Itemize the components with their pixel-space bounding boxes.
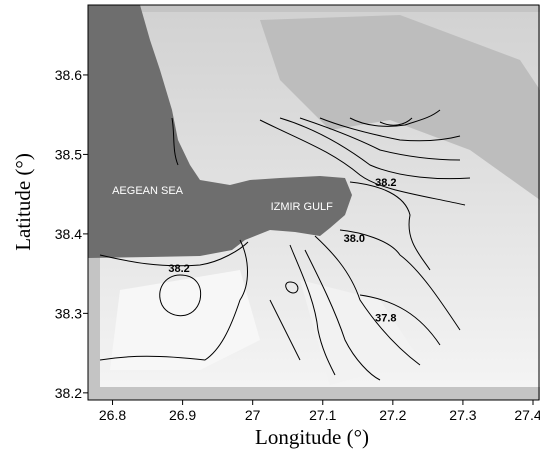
- contour-label: 38.0: [344, 233, 365, 245]
- contour-label: 38.2: [375, 177, 396, 189]
- x-tick-label: 26.9: [169, 407, 196, 423]
- sea-label: AEGEAN SEA: [112, 185, 184, 197]
- x-tick-label: 27: [245, 407, 261, 423]
- x-tick-label: 26.8: [99, 407, 126, 423]
- contour-label: 38.2: [168, 263, 189, 275]
- sea-label: IZMIR GULF: [271, 201, 334, 213]
- y-tick-label: 38.3: [55, 305, 82, 321]
- contour-label: 37.8: [375, 312, 396, 324]
- y-axis-label: Latitude (°): [11, 153, 35, 251]
- x-tick-label: 27.2: [379, 407, 406, 423]
- x-tick-label: 27.4: [514, 407, 540, 423]
- y-tick-label: 38.4: [55, 226, 82, 242]
- x-tick-label: 27.3: [449, 407, 476, 423]
- y-tick-label: 38.2: [55, 385, 82, 401]
- map: Longitude (°) Latitude (°) 26.8 26.9 27 27.…: [0, 0, 540, 454]
- x-tick-label: 27.1: [309, 407, 336, 423]
- y-tick-label: 38.6: [55, 67, 82, 83]
- x-axis-label: Longitude (°): [255, 425, 369, 449]
- y-tick-label: 38.5: [55, 146, 82, 162]
